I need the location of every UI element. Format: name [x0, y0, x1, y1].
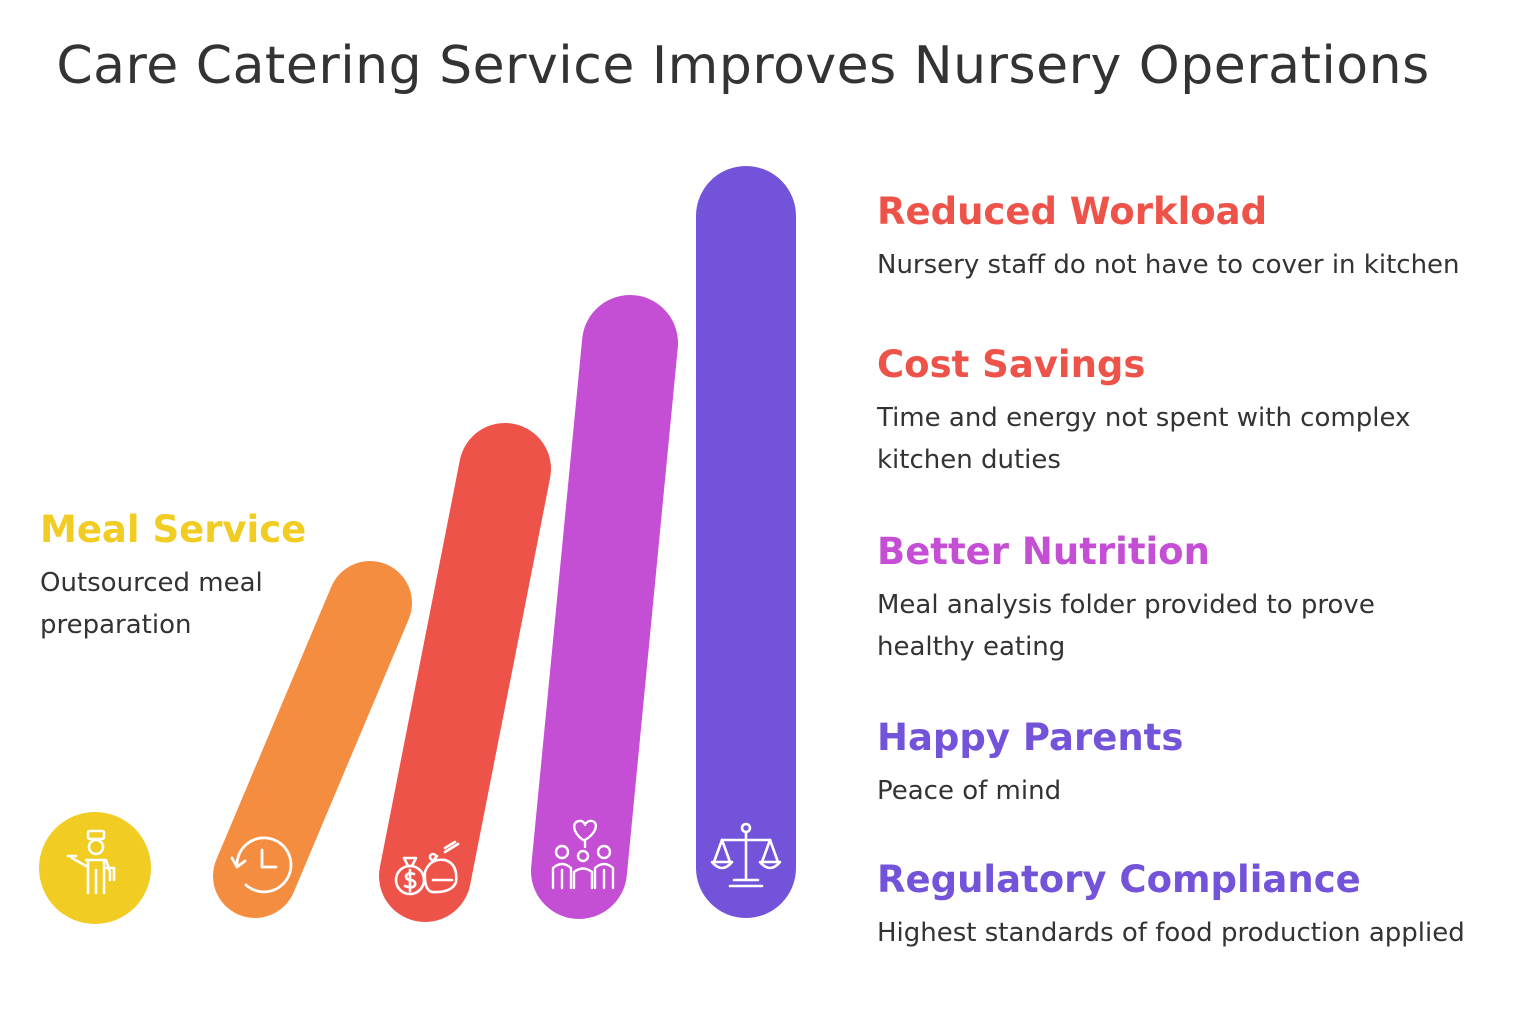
- item-meal-service: Meal Service Outsourced meal preparation: [40, 508, 340, 646]
- item-happy-parents: Happy Parents Peace of mind: [877, 716, 1497, 812]
- chef-icon: [66, 829, 116, 895]
- regulatory-compliance-description: Highest standards of food production app…: [877, 918, 1465, 949]
- scales-icon: [710, 822, 782, 888]
- cost-savings-description: Time and energy not spent with complex k…: [877, 403, 1411, 476]
- better-nutrition-description: Meal analysis folder provided to prove h…: [877, 590, 1375, 663]
- family-heart-icon: [551, 819, 615, 890]
- reduced-workload-heading: Reduced Workload: [877, 190, 1268, 233]
- item-reduced-workload: Reduced Workload Nursery staff do not ha…: [877, 190, 1497, 286]
- clock-icon: [230, 836, 293, 894]
- item-regulatory-compliance: Regulatory Compliance Highest standards …: [877, 858, 1517, 954]
- regulatory-compliance-heading: Regulatory Compliance: [877, 858, 1361, 901]
- meal-service-heading: Meal Service: [40, 508, 307, 551]
- orange-bar: [213, 561, 412, 918]
- happy-parents-heading: Happy Parents: [877, 716, 1184, 759]
- item-better-nutrition: Better Nutrition Meal analysis folder pr…: [877, 530, 1437, 668]
- reduced-workload-description: Nursery staff do not have to cover in ki…: [877, 250, 1460, 281]
- page-title: Care Catering Service Improves Nursery O…: [56, 36, 1430, 96]
- item-cost-savings: Cost Savings Time and energy not spent w…: [877, 343, 1437, 481]
- red-bar: [379, 423, 551, 922]
- money-bag-icon: [394, 840, 460, 896]
- magenta-bar: [531, 295, 678, 919]
- better-nutrition-heading: Better Nutrition: [877, 530, 1210, 573]
- happy-parents-description: Peace of mind: [877, 776, 1062, 807]
- meal-service-description: Outsourced meal preparation: [40, 568, 263, 641]
- yellow-circle: [39, 812, 151, 924]
- cost-savings-heading: Cost Savings: [877, 343, 1146, 386]
